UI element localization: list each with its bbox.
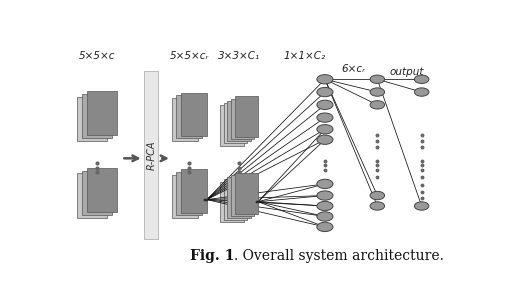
Bar xyxy=(235,173,258,214)
Bar xyxy=(180,169,207,213)
Bar xyxy=(227,101,251,141)
Circle shape xyxy=(317,179,333,188)
Text: Fig. 1: Fig. 1 xyxy=(190,249,234,263)
Circle shape xyxy=(317,100,333,110)
Bar xyxy=(224,103,247,143)
Text: 5×5×c: 5×5×c xyxy=(79,51,115,61)
Bar xyxy=(82,171,112,215)
Bar xyxy=(176,172,202,215)
Circle shape xyxy=(317,222,333,232)
Circle shape xyxy=(317,212,333,221)
Circle shape xyxy=(370,101,385,109)
Bar xyxy=(256,201,259,203)
Circle shape xyxy=(317,125,333,134)
Circle shape xyxy=(370,202,385,210)
Bar xyxy=(176,95,202,138)
Circle shape xyxy=(317,191,333,200)
Circle shape xyxy=(414,202,429,210)
Circle shape xyxy=(317,201,333,211)
Bar xyxy=(77,97,107,141)
Bar xyxy=(82,94,112,138)
Circle shape xyxy=(370,88,385,96)
Circle shape xyxy=(370,75,385,83)
Circle shape xyxy=(317,135,333,144)
Bar xyxy=(235,96,258,137)
Bar xyxy=(87,91,117,135)
Bar xyxy=(145,71,159,239)
Bar xyxy=(231,98,254,139)
Text: . Overall system architecture.: . Overall system architecture. xyxy=(234,249,444,263)
Bar xyxy=(204,199,209,201)
Text: 6×cᵣ: 6×cᵣ xyxy=(341,64,365,74)
Circle shape xyxy=(414,88,429,96)
Bar xyxy=(224,179,247,220)
Bar xyxy=(172,175,198,218)
Text: R-PCA: R-PCA xyxy=(147,140,157,170)
Text: 5×5×cᵣ: 5×5×cᵣ xyxy=(170,51,209,61)
Bar xyxy=(172,98,198,141)
Text: output: output xyxy=(389,67,424,77)
Circle shape xyxy=(317,75,333,84)
Bar xyxy=(220,105,243,146)
Bar xyxy=(180,93,207,136)
Bar xyxy=(227,177,251,218)
Bar xyxy=(87,168,117,212)
Circle shape xyxy=(317,113,333,122)
Text: 1×1×C₂: 1×1×C₂ xyxy=(284,51,326,61)
Circle shape xyxy=(317,87,333,97)
Circle shape xyxy=(370,191,385,200)
Bar xyxy=(77,173,107,218)
Bar xyxy=(231,175,254,216)
Circle shape xyxy=(414,75,429,83)
Bar xyxy=(220,182,243,222)
Text: 3×3×C₁: 3×3×C₁ xyxy=(218,51,260,61)
